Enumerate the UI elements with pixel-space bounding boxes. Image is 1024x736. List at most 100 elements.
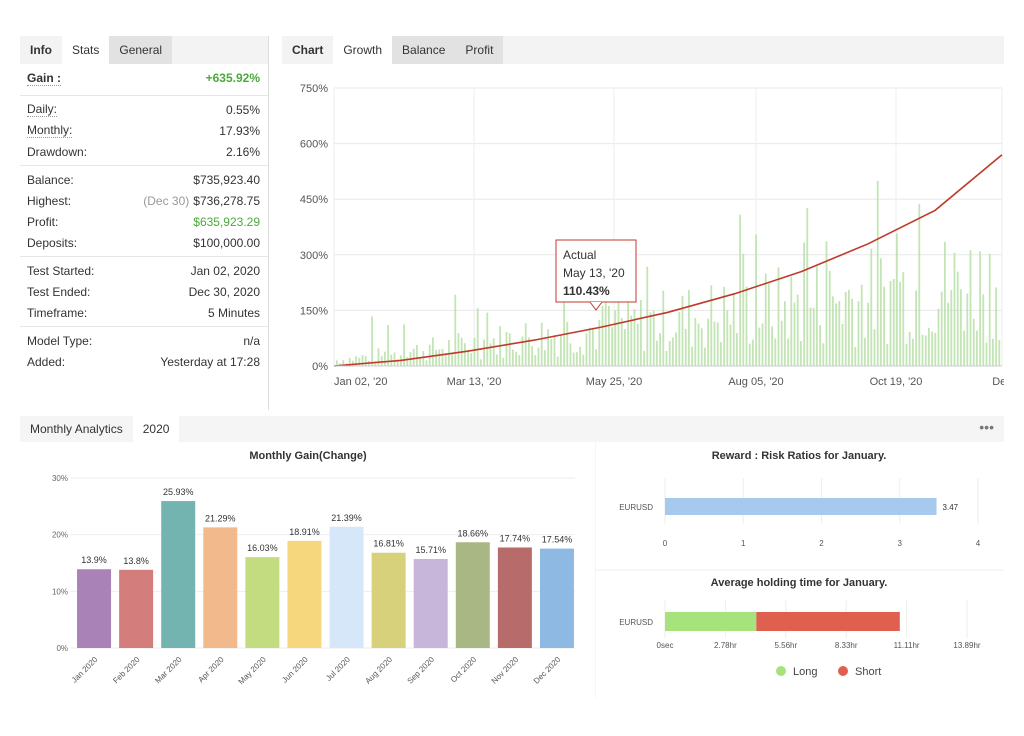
daily-profit-bar [419, 358, 421, 366]
growth-x-tick: Dec [992, 376, 1004, 388]
stat-value: 0.55% [225, 102, 260, 117]
daily-profit-bar [339, 363, 341, 366]
daily-profit-bar [828, 270, 831, 366]
stat-value: 17.93% [219, 123, 260, 138]
daily-profit-bar [780, 320, 783, 366]
ratios-panel: Reward : Risk Ratios for January. 0 1 2 3 4 E… [595, 442, 1004, 698]
daily-profit-bar [633, 309, 636, 366]
growth-x-tick: Aug 05, '20 [728, 376, 783, 388]
monthly-x-tick: Jan 2020 [70, 655, 100, 685]
daily-profit-bar [528, 337, 530, 366]
legend-label-short: Short [855, 666, 881, 678]
tab-info[interactable]: Info [30, 43, 52, 57]
daily-profit-bar [691, 346, 693, 366]
daily-profit-bar [627, 297, 629, 366]
daily-profit-bar [844, 291, 847, 366]
daily-profit-bar [454, 294, 457, 366]
daily-profit-bar [582, 354, 585, 366]
daily-profit-bar [883, 286, 885, 366]
tab-year-2020[interactable]: 2020 [132, 416, 180, 442]
tab-growth[interactable]: Growth [333, 36, 393, 64]
stat-value: 5 Minutes [207, 305, 260, 320]
daily-profit-bar [988, 253, 991, 366]
gain-label: Gain : [27, 70, 62, 86]
tab-profit[interactable]: Profit [455, 36, 504, 64]
daily-profit-bar [892, 279, 895, 366]
daily-profit-bar [777, 267, 780, 366]
daily-profit-bar [521, 336, 524, 366]
daily-profit-bar [361, 355, 364, 366]
monthly-bar-label: 13.9% [81, 555, 107, 565]
ht-x-tick: 11.11hr [894, 641, 920, 650]
rr-category-label: EURUSD [619, 503, 653, 512]
daily-profit-bar [396, 359, 399, 366]
daily-profit-bar [851, 298, 853, 366]
daily-profit-bar [809, 307, 812, 366]
tab-general[interactable]: General [109, 36, 173, 64]
growth-line [333, 154, 1003, 367]
monthly-bar-label: 17.74% [500, 533, 531, 543]
monthly-x-tick: Feb 2020 [111, 655, 142, 686]
daily-profit-bar [652, 310, 655, 366]
monthly-bar [77, 569, 112, 648]
more-options-icon[interactable]: ••• [979, 419, 994, 435]
daily-profit-bar [912, 338, 914, 366]
daily-profit-bar [444, 353, 447, 366]
daily-profit-bar [985, 342, 988, 366]
daily-profit-bar [550, 338, 553, 366]
tooltip-value: 110.43% [563, 284, 610, 298]
daily-profit-bar [956, 271, 959, 366]
tab-monthly-analytics[interactable]: Monthly Analytics [30, 422, 123, 436]
analytics-tabs: Monthly Analytics 2020 [20, 416, 1004, 442]
daily-profit-bar [560, 335, 562, 366]
growth-chart[interactable]: 0% 150% 300% 450% 600% 750% Jan 02, '20 Mar 13,… [282, 72, 1004, 410]
stat-row-balance: Balance: $735,923.40 [20, 169, 268, 190]
monthly-bar [455, 542, 490, 648]
monthly-x-tick: Nov 2020 [490, 655, 521, 686]
rr-x-tick: 2 [819, 539, 824, 548]
daily-profit-bar [438, 349, 441, 366]
daily-profit-bar [608, 305, 610, 366]
tab-balance[interactable]: Balance [392, 36, 456, 64]
daily-profit-bar [867, 302, 869, 366]
daily-profit-bar [630, 315, 633, 366]
daily-profit-bar [905, 343, 908, 366]
daily-profit-bar [355, 356, 357, 366]
tab-chart[interactable]: Chart [292, 43, 324, 57]
monthly-bar-label: 21.39% [331, 513, 362, 523]
daily-profit-bar [358, 357, 361, 366]
daily-profit-bar [947, 302, 949, 366]
stat-label: Added: [27, 354, 66, 369]
stat-value: n/a [243, 333, 260, 348]
daily-profit-bar [512, 349, 514, 366]
stat-value: $100,000.00 [193, 235, 260, 250]
chart-tabs: Chart Growth Balance Profit [282, 36, 1004, 64]
monthly-bar [329, 526, 364, 648]
daily-profit-bar [620, 317, 623, 366]
daily-profit-bar [588, 327, 591, 366]
daily-profit-bar [739, 214, 741, 366]
daily-profit-bar [790, 276, 793, 366]
growth-y-tick: 750% [300, 83, 328, 95]
daily-profit-bar [553, 334, 556, 366]
reward-risk-title: Reward : Risk Ratios for January. [712, 450, 887, 462]
daily-profit-bar [873, 329, 876, 366]
daily-profit-bar [870, 248, 873, 366]
monthly-bar-label: 15.71% [415, 545, 446, 555]
daily-profit-bar [742, 253, 745, 366]
daily-profit-bar [601, 305, 604, 366]
growth-x-tick: Oct 19, '20 [870, 376, 923, 388]
tab-stats[interactable]: Stats [62, 36, 110, 64]
growth-y-tick: 300% [300, 250, 328, 262]
daily-profit-bar [384, 351, 386, 366]
daily-profit-bar [524, 323, 527, 366]
monthly-analytics-panel: Monthly Analytics 2020 ••• Monthly Gain(… [20, 416, 1004, 698]
daily-profit-bar [806, 207, 809, 366]
daily-profit-bar [371, 316, 373, 366]
daily-profit-bar [748, 343, 751, 366]
daily-profit-bar [579, 346, 581, 366]
highest-date-note: (Dec 30) [143, 193, 190, 208]
daily-profit-bar [800, 341, 802, 366]
daily-profit-bar [736, 332, 738, 366]
monthly-x-tick: Dec 2020 [532, 655, 563, 686]
